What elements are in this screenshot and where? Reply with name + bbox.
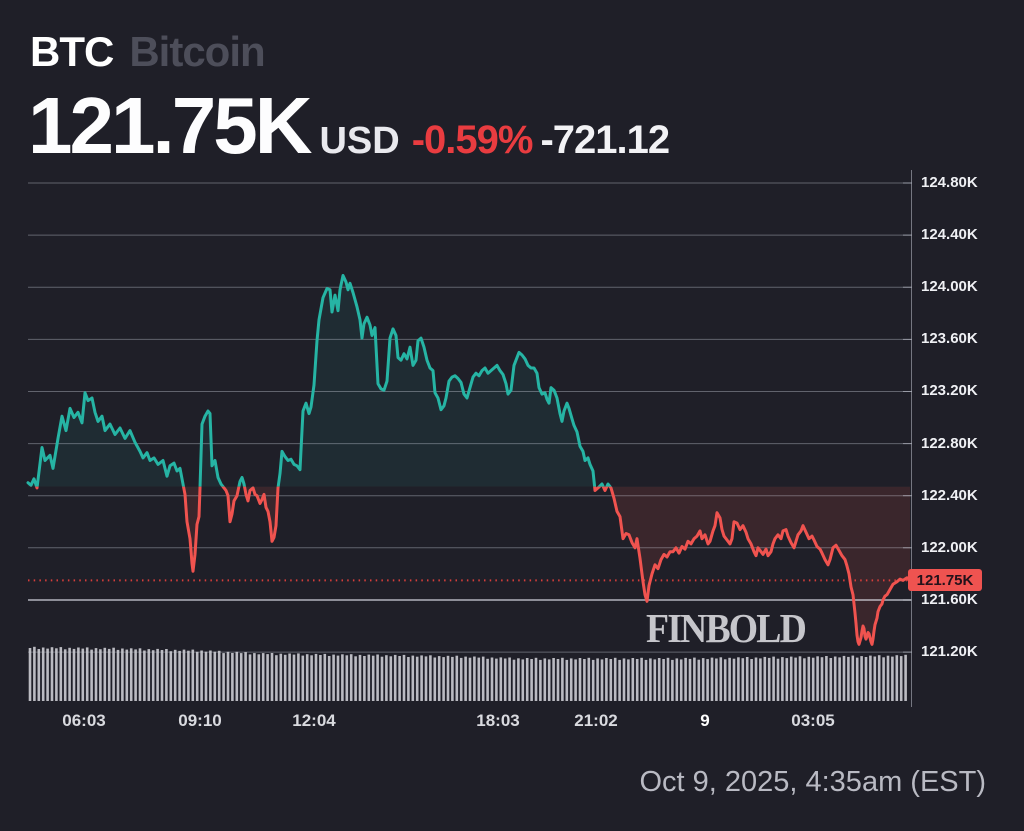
change-absolute: -721.12 <box>540 118 670 162</box>
current-price-badge: 121.75K <box>907 569 982 592</box>
ticker-header: BTC Bitcoin <box>30 28 266 76</box>
y-axis-label: 124.00K <box>921 278 978 296</box>
finbold-watermark: FINBOLD <box>646 605 807 651</box>
currency-label: USD <box>319 120 400 162</box>
y-axis-label: 122.80K <box>921 434 978 452</box>
x-axis-label: 9 <box>700 711 710 730</box>
x-axis-label: 12:04 <box>292 711 336 730</box>
x-axis-label: 21:02 <box>574 711 618 730</box>
x-axis-label: 03:05 <box>791 711 835 730</box>
current-price-badge-label: 121.75K <box>916 571 974 589</box>
change-percent: -0.59% <box>411 118 534 162</box>
y-axis-label: 124.40K <box>921 226 978 244</box>
y-axis-label: 123.60K <box>921 330 978 348</box>
price-header: 121.75K USD -0.59% -721.12 <box>28 81 670 170</box>
y-axis-label: 124.80K <box>921 174 978 191</box>
y-axis-label: 121.20K <box>921 643 978 661</box>
x-axis-label: 06:03 <box>62 711 106 730</box>
current-price-value: 121.75K <box>28 81 312 170</box>
y-axis-label: 121.60K <box>921 590 978 608</box>
y-axis-label: 123.20K <box>921 382 978 400</box>
asset-name: Bitcoin <box>129 28 265 75</box>
y-axis-label: 122.40K <box>921 486 978 504</box>
chart-timestamp: Oct 9, 2025, 4:35am (EST) <box>639 766 986 798</box>
ticker-symbol: BTC <box>30 28 114 75</box>
x-axis-label: 18:03 <box>476 711 520 730</box>
x-axis-label: 09:10 <box>178 711 222 730</box>
y-axis-label: 122.00K <box>921 538 978 556</box>
